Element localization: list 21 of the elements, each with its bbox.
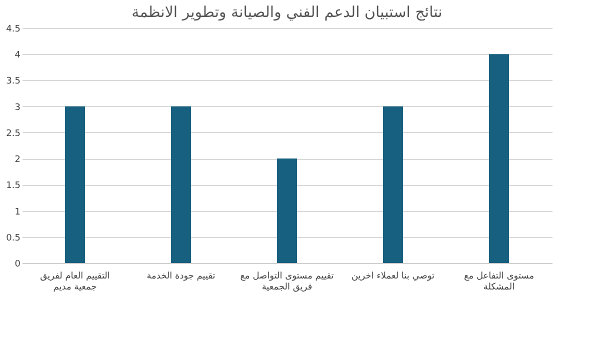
x-tick-label: التقييم العام لفريق جمعية مديم bbox=[40, 272, 110, 292]
bar bbox=[489, 54, 509, 263]
chart-title: نتائج استبيان الدعم الفني والصيانة وتطوير الانظمة bbox=[132, 3, 442, 21]
x-tick-label: مستوى التفاعل مع المشكلة bbox=[464, 272, 534, 292]
bar bbox=[171, 106, 191, 263]
bar bbox=[65, 106, 85, 263]
y-tick-label: 4 bbox=[14, 50, 21, 61]
y-tick-label: 1.5 bbox=[6, 181, 20, 192]
x-tick-label: تقييم مستوى التواصل مع فريق الجمعية bbox=[240, 272, 334, 292]
x-tick-label: تقييم جودة الخدمة bbox=[146, 272, 216, 282]
bar bbox=[277, 158, 297, 263]
x-tick-label: توصي بنا لعملاء اخرين bbox=[351, 272, 436, 282]
y-tick-label: 1 bbox=[14, 207, 20, 218]
y-tick-label: 3.5 bbox=[6, 76, 20, 87]
y-tick-label: 2 bbox=[14, 155, 20, 166]
y-tick-label: 4.5 bbox=[6, 24, 20, 34]
y-tick-label: 3 bbox=[14, 102, 20, 113]
y-tick-label: 0 bbox=[14, 260, 21, 270]
y-tick-label: 0.5 bbox=[6, 233, 20, 244]
bar bbox=[383, 106, 403, 263]
y-tick-label: 2.5 bbox=[6, 128, 20, 139]
